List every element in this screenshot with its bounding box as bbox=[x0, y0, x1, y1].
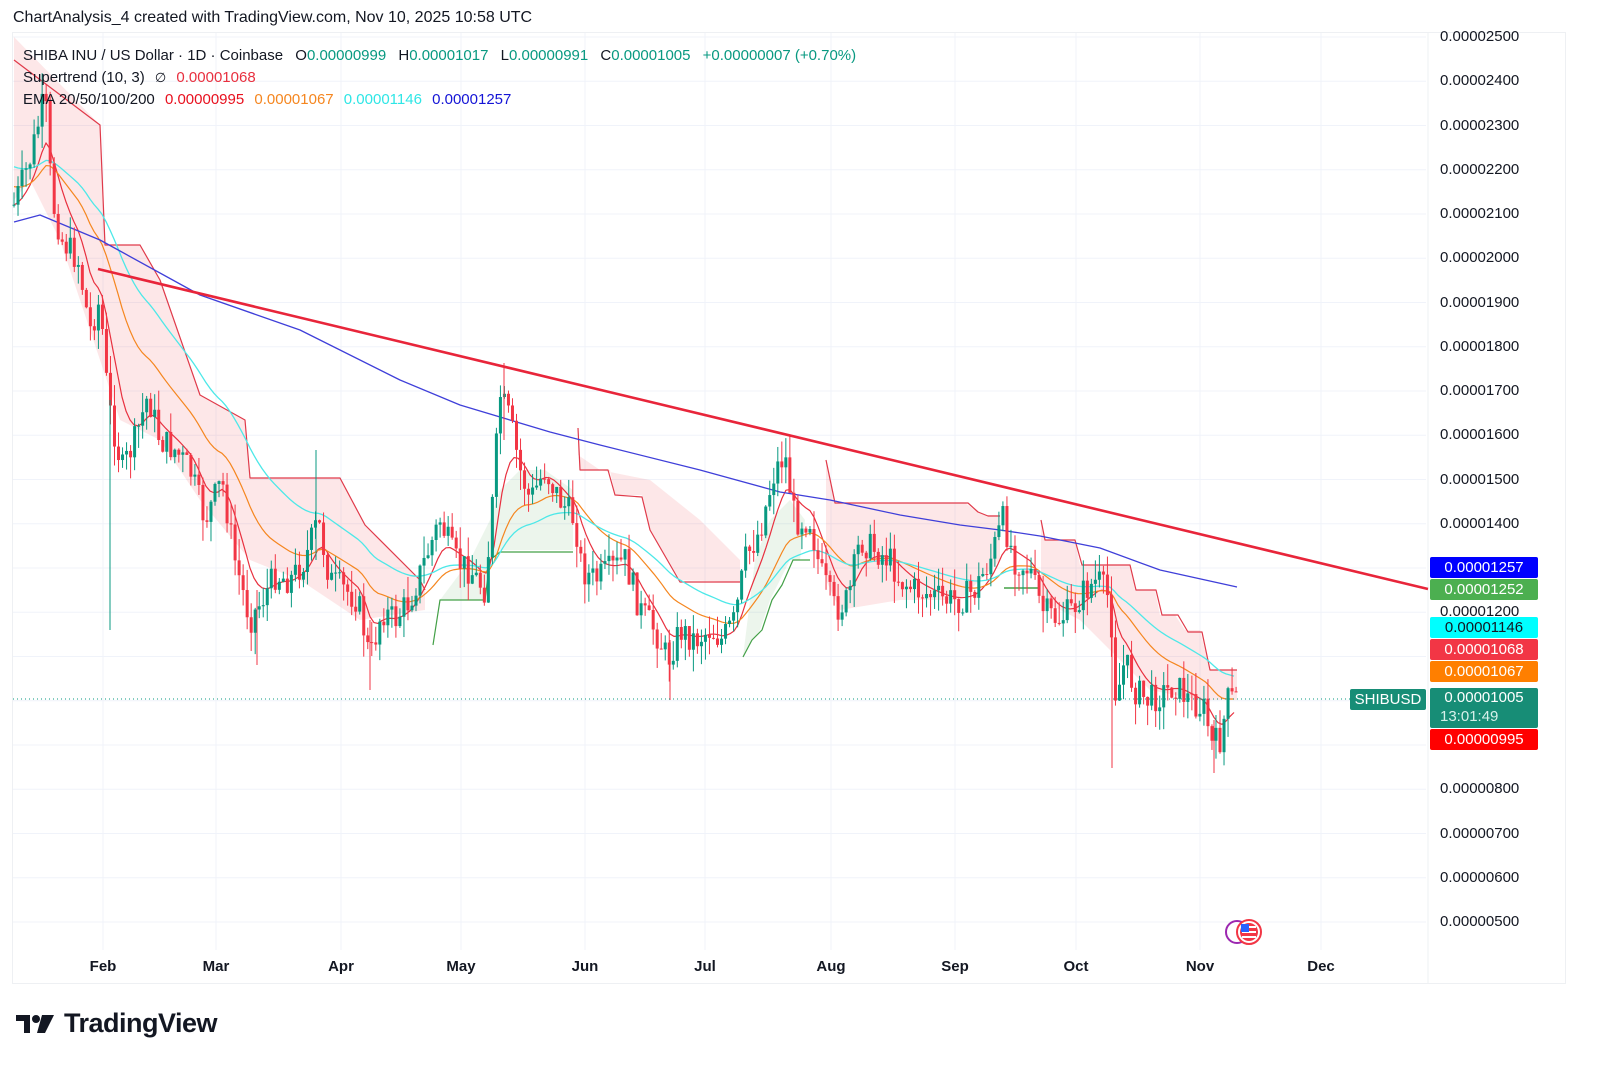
time-axis-label: Mar bbox=[202, 958, 230, 975]
time-axis-label: Feb bbox=[89, 958, 117, 975]
legend-symbol-row: SHIBA INU / US Dollar · 1D · Coinbase O0… bbox=[23, 47, 857, 64]
price-tag: 0.00000995 bbox=[1430, 729, 1538, 750]
symbol-title[interactable]: SHIBA INU / US Dollar · 1D · Coinbase bbox=[23, 47, 284, 64]
tradingview-logo[interactable]: TradingView bbox=[16, 1008, 218, 1039]
chart-caption: ChartAnalysis_4 created with TradingView… bbox=[13, 9, 533, 26]
time-axis-label: Apr bbox=[328, 958, 354, 975]
price-axis-label: 0.00000800 bbox=[1440, 780, 1520, 798]
time-axis-label: Aug bbox=[816, 958, 846, 975]
legend-ema-row[interactable]: EMA 20/50/100/200 0.00000995 0.00001067 … bbox=[23, 89, 856, 111]
ema50-value: 0.00001067 bbox=[254, 91, 334, 108]
change-value: +0.00000007 (+0.70%) bbox=[702, 47, 857, 64]
ema100-value: 0.00001146 bbox=[343, 91, 422, 108]
close-value: 0.00001005 bbox=[611, 47, 691, 64]
price-axis-label: 0.00001900 bbox=[1440, 293, 1520, 311]
price-axis-label: 0.00002400 bbox=[1440, 72, 1520, 90]
price-axis-label: 0.00001800 bbox=[1440, 337, 1520, 355]
price-axis-label: 0.00000700 bbox=[1440, 824, 1520, 842]
price-axis-label: 0.00001600 bbox=[1440, 426, 1520, 444]
price-tag: 0.00001068 bbox=[1430, 639, 1538, 660]
time-axis-label: Sep bbox=[941, 958, 969, 975]
time-axis-label: Jul bbox=[694, 958, 716, 975]
time-axis-label: Dec bbox=[1307, 958, 1335, 975]
candle-countdown: 13:01:49 bbox=[1440, 708, 1499, 725]
tradingview-mark-icon bbox=[16, 1014, 54, 1033]
price-axis-label: 0.00001500 bbox=[1440, 470, 1520, 488]
price-axis-label: 0.00001700 bbox=[1440, 382, 1520, 399]
economic-event-icon[interactable] bbox=[1222, 918, 1274, 948]
time-axis-label: Jun bbox=[571, 958, 599, 975]
price-axis-label: 0.00002300 bbox=[1440, 116, 1520, 134]
time-axis-label: Nov bbox=[1185, 958, 1215, 975]
current-price: 0.00001005 bbox=[1444, 689, 1524, 706]
brand-name: TradingView bbox=[64, 1008, 218, 1038]
chart-frame bbox=[12, 32, 1566, 984]
chart-legend: SHIBA INU / US Dollar · 1D · Coinbase O0… bbox=[23, 45, 856, 111]
price-axis-label: 0.00002000 bbox=[1440, 249, 1520, 267]
price-tag: 0.00001146 bbox=[1430, 617, 1538, 638]
price-tag: 0.00001252 bbox=[1430, 579, 1538, 600]
price-axis-label: 0.00001200 bbox=[1440, 603, 1520, 621]
symbol-tag: SHIBUSD bbox=[1350, 689, 1426, 710]
high-value: 0.00001017 bbox=[409, 47, 489, 64]
ema20-value: 0.00000995 bbox=[164, 91, 245, 108]
ema200-value: 0.00001257 bbox=[432, 91, 512, 108]
open-value: 0.00000999 bbox=[306, 47, 387, 64]
time-axis-label: Oct bbox=[1063, 958, 1089, 975]
low-value: 0.00000991 bbox=[508, 47, 589, 64]
ema-label: EMA 20/50/100/200 bbox=[23, 91, 155, 108]
price-axis-label: 0.00000600 bbox=[1440, 868, 1520, 886]
price-tag: 0.00001257 bbox=[1430, 557, 1538, 578]
time-axis-label: May bbox=[446, 958, 476, 975]
price-tag: 0.00001067 bbox=[1430, 661, 1538, 682]
legend-supertrend-row[interactable]: Supertrend (10, 3) ∅ 0.00001068 bbox=[23, 67, 856, 89]
price-axis-label: 0.00001400 bbox=[1440, 514, 1520, 532]
supertrend-value: 0.00001068 bbox=[176, 69, 256, 86]
current-price-tag: 0.00001005 13:01:49 bbox=[1430, 688, 1538, 728]
price-axis-label: 0.00000500 bbox=[1440, 913, 1520, 930]
price-axis-label: 0.00002200 bbox=[1440, 160, 1520, 178]
supertrend-label: Supertrend (10, 3) bbox=[23, 69, 145, 86]
hidden-source-icon: ∅ bbox=[154, 70, 167, 85]
price-axis-label: 0.00002500 bbox=[1440, 28, 1520, 45]
price-axis-label: 0.00002100 bbox=[1440, 205, 1520, 222]
